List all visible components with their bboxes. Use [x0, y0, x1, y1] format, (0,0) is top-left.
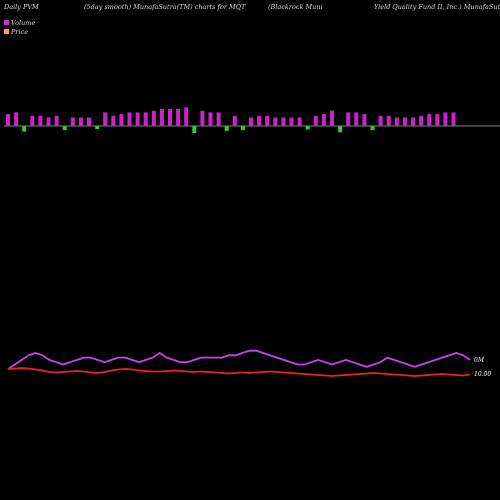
volume-line [7, 349, 471, 370]
volume-axis-label: 0M [474, 357, 485, 364]
volume-bar [200, 110, 205, 126]
header-left: Daily PVM [4, 3, 39, 11]
volume-bar [176, 109, 181, 126]
volume-bar [78, 117, 83, 126]
volume-bar [143, 112, 148, 126]
legend-label-volume: Volume [11, 18, 36, 27]
volume-bar [95, 126, 100, 129]
volume-bar [22, 126, 27, 132]
volume-bar [192, 126, 197, 133]
volume-bar [46, 117, 51, 126]
volume-bar [370, 126, 375, 131]
volume-bar [168, 109, 172, 126]
volume-bar [281, 117, 286, 126]
volume-bar [30, 115, 35, 126]
price-axis-label: 10.00 [474, 371, 491, 378]
volume-bar [38, 115, 43, 126]
volume-bar [297, 117, 302, 126]
volume-bars [6, 107, 456, 133]
header-title: (5day smooth) MunafaSutra(TM) charts for… [84, 3, 246, 11]
volume-bar [305, 126, 310, 130]
volume-bar [265, 115, 270, 126]
volume-bar [249, 117, 253, 126]
volume-bar [103, 112, 108, 126]
volume-bar [427, 114, 432, 126]
volume-bar [378, 115, 383, 126]
header-title-company: (Blackrock Muni [268, 3, 323, 11]
volume-bar [435, 114, 440, 126]
legend-label-price: Price [11, 27, 29, 36]
volume-bar [208, 112, 213, 126]
volume-bar [313, 115, 318, 126]
legend: Volume Price [4, 18, 35, 36]
volume-bar [224, 126, 229, 131]
volume-bar [354, 112, 359, 126]
volume-bar [151, 110, 156, 126]
volume-bar [402, 117, 407, 126]
volume-bar [451, 112, 456, 126]
volume-bar [289, 117, 294, 126]
volume-bar [362, 114, 367, 126]
volume-bar [6, 114, 10, 126]
volume-swatch [4, 20, 9, 25]
volume-bar [411, 117, 415, 126]
volume-bar [443, 112, 448, 126]
volume-bar [330, 110, 334, 126]
volume-bar [135, 112, 140, 126]
volume-bar [232, 115, 237, 126]
price-line [7, 367, 471, 377]
volume-bar [419, 115, 424, 126]
volume-bar [87, 117, 91, 126]
volume-bar [346, 112, 351, 126]
volume-bar [119, 114, 124, 126]
volume-bar [216, 112, 221, 126]
volume-bar [62, 126, 67, 131]
volume-bar [394, 117, 399, 126]
volume-bar [54, 115, 59, 126]
volume-bar [338, 126, 343, 133]
volume-bar [70, 117, 75, 126]
header-title-company-cont: Yield Quality Fund II, Inc.) MunafaSutra [374, 3, 500, 11]
volume-bar [127, 112, 132, 126]
price-swatch [4, 29, 9, 34]
legend-item-price: Price [4, 27, 35, 36]
volume-bar [321, 114, 326, 126]
legend-item-volume: Volume [4, 18, 35, 27]
price-volume-lines [7, 349, 471, 377]
volume-bar [159, 109, 164, 126]
volume-bar [240, 126, 245, 131]
volume-bar [184, 107, 189, 126]
volume-bar [14, 112, 19, 126]
volume-bar [111, 115, 116, 126]
volume-bar [386, 115, 391, 126]
volume-bar [257, 115, 262, 126]
volume-bar [273, 117, 278, 126]
